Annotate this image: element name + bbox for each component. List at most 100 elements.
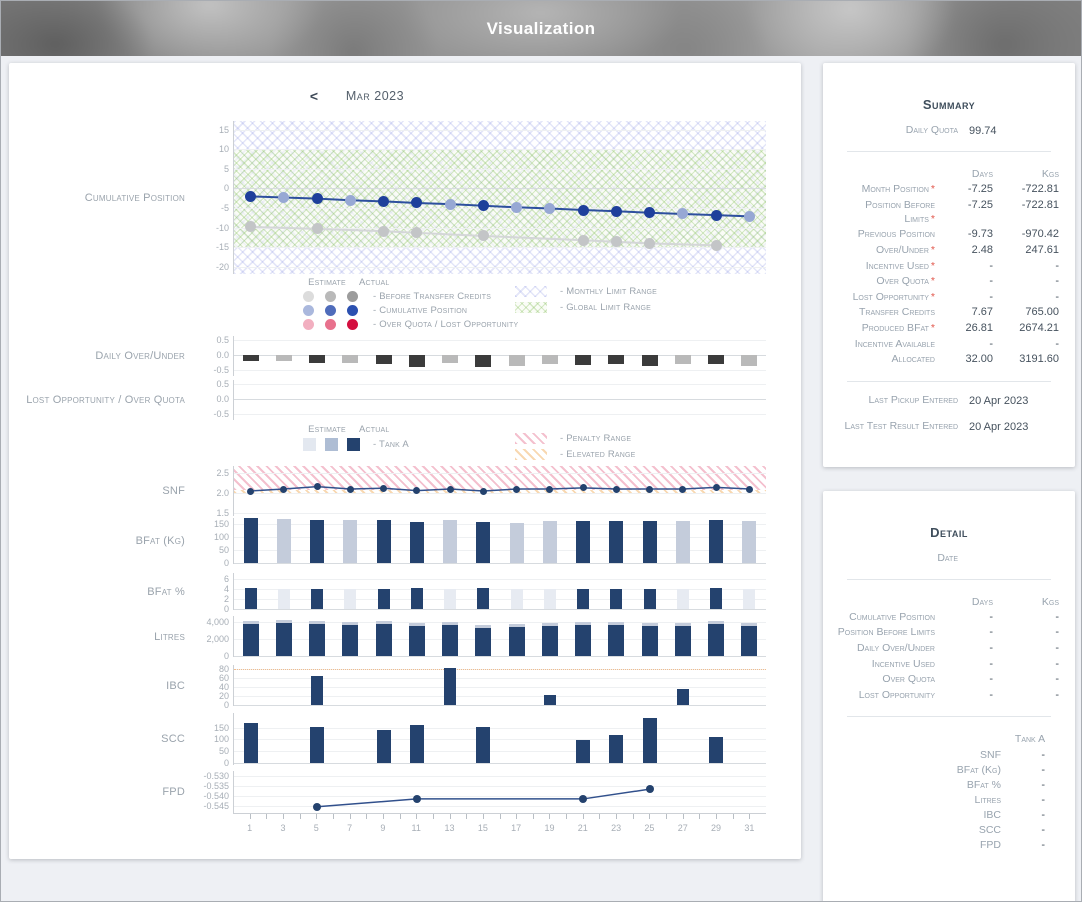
- bar-day-11[interactable]: [409, 725, 424, 763]
- chart-plot-litres[interactable]: [233, 616, 766, 658]
- bar-day-15[interactable]: [475, 624, 492, 657]
- point-day-29[interactable]: [710, 209, 722, 221]
- bar-day-29[interactable]: [709, 519, 724, 563]
- bar-day-23[interactable]: [610, 588, 623, 609]
- chart-plot-bfat_kg[interactable]: [233, 518, 766, 564]
- point-day-1[interactable]: [247, 487, 255, 495]
- bar-day-13[interactable]: [442, 621, 459, 657]
- bar-day-19[interactable]: [543, 588, 556, 609]
- point-day-31[interactable]: [745, 485, 753, 493]
- bar-day-5[interactable]: [311, 676, 324, 706]
- bar-day-15[interactable]: [475, 355, 492, 368]
- point-day-25[interactable]: [646, 485, 654, 493]
- point-day-11[interactable]: [413, 487, 421, 495]
- point-day-15[interactable]: [479, 487, 487, 495]
- bar-day-25[interactable]: [642, 521, 657, 563]
- bar-day-17[interactable]: [508, 355, 525, 366]
- point-day-5[interactable]: [311, 193, 323, 205]
- bar-day-3[interactable]: [277, 588, 290, 609]
- bar-day-1[interactable]: [243, 518, 258, 563]
- point-day-9[interactable]: [380, 484, 388, 492]
- point-day-25[interactable]: [644, 207, 656, 219]
- point-day-5[interactable]: [313, 483, 321, 491]
- point-day-29[interactable]: [712, 483, 720, 491]
- point-day-27[interactable]: [677, 208, 689, 220]
- chart-plot-bfat_pct[interactable]: [233, 573, 766, 610]
- bar-day-31[interactable]: [743, 588, 756, 609]
- bar-day-13[interactable]: [442, 355, 459, 363]
- point-day-21[interactable]: [577, 204, 589, 216]
- bar-day-21[interactable]: [576, 739, 591, 763]
- bar-day-11[interactable]: [410, 588, 423, 609]
- bar-day-7[interactable]: [344, 588, 357, 609]
- bar-day-21[interactable]: [577, 589, 590, 609]
- point-day-1[interactable]: [245, 190, 257, 202]
- bar-day-11[interactable]: [409, 521, 424, 563]
- bar-day-17[interactable]: [508, 624, 525, 657]
- point-day-25[interactable]: [645, 785, 654, 794]
- bar-day-23[interactable]: [609, 734, 624, 763]
- bar-day-13[interactable]: [444, 668, 457, 706]
- point-day-29[interactable]: [710, 239, 722, 251]
- bar-day-5[interactable]: [309, 355, 326, 364]
- bar-day-19[interactable]: [543, 695, 556, 706]
- chart-plot-ibc[interactable]: [233, 665, 766, 707]
- chart-plot-daily_over_under[interactable]: [233, 336, 766, 376]
- point-day-15[interactable]: [477, 230, 489, 242]
- bar-day-23[interactable]: [609, 520, 624, 563]
- bar-day-9[interactable]: [375, 355, 392, 365]
- bar-day-5[interactable]: [310, 727, 325, 763]
- bar-day-29[interactable]: [708, 621, 725, 657]
- bar-day-17[interactable]: [509, 522, 524, 563]
- bar-day-19[interactable]: [541, 622, 558, 657]
- bar-day-29[interactable]: [709, 737, 724, 763]
- point-day-21[interactable]: [579, 484, 587, 492]
- bar-day-25[interactable]: [643, 589, 656, 609]
- bar-day-29[interactable]: [710, 588, 723, 609]
- bar-day-5[interactable]: [311, 588, 324, 609]
- bar-day-21[interactable]: [576, 520, 591, 563]
- bar-day-9[interactable]: [377, 589, 390, 609]
- point-day-23[interactable]: [610, 205, 622, 217]
- bar-day-23[interactable]: [608, 621, 625, 657]
- point-day-17[interactable]: [513, 485, 521, 493]
- bar-day-21[interactable]: [575, 622, 592, 657]
- chart-plot-cumulative_position[interactable]: [233, 121, 766, 274]
- bar-day-17[interactable]: [510, 588, 523, 609]
- point-day-31[interactable]: [743, 210, 755, 222]
- point-day-9[interactable]: [378, 195, 390, 207]
- bar-day-15[interactable]: [476, 522, 491, 563]
- point-day-3[interactable]: [280, 485, 288, 493]
- point-day-5[interactable]: [313, 802, 322, 811]
- point-day-11[interactable]: [411, 227, 423, 239]
- point-day-19[interactable]: [544, 202, 556, 214]
- chart-plot-snf[interactable]: [233, 466, 766, 516]
- bar-day-3[interactable]: [276, 518, 291, 563]
- bar-day-19[interactable]: [542, 521, 557, 563]
- bar-day-11[interactable]: [408, 355, 425, 367]
- bar-day-13[interactable]: [443, 520, 458, 563]
- bar-day-27[interactable]: [674, 622, 691, 657]
- point-day-21[interactable]: [579, 794, 588, 803]
- point-day-11[interactable]: [412, 794, 421, 803]
- point-day-1[interactable]: [245, 221, 257, 233]
- bar-day-31[interactable]: [741, 355, 758, 366]
- bar-day-7[interactable]: [342, 621, 359, 657]
- bar-day-3[interactable]: [275, 620, 292, 657]
- bar-day-19[interactable]: [541, 355, 558, 364]
- bar-day-1[interactable]: [242, 355, 259, 362]
- bar-day-23[interactable]: [608, 355, 625, 365]
- chart-plot-lost_over_quota[interactable]: [233, 380, 766, 420]
- point-day-23[interactable]: [610, 236, 622, 248]
- point-day-3[interactable]: [278, 192, 290, 203]
- bar-day-9[interactable]: [375, 621, 392, 657]
- bar-day-1[interactable]: [244, 587, 257, 609]
- bar-day-27[interactable]: [675, 521, 690, 563]
- chart-plot-fpd[interactable]: [233, 771, 766, 813]
- point-day-7[interactable]: [346, 485, 354, 493]
- point-day-19[interactable]: [546, 485, 554, 493]
- point-day-21[interactable]: [577, 234, 589, 246]
- bar-day-25[interactable]: [642, 718, 657, 763]
- bar-day-3[interactable]: [275, 355, 292, 361]
- bar-day-1[interactable]: [243, 722, 258, 763]
